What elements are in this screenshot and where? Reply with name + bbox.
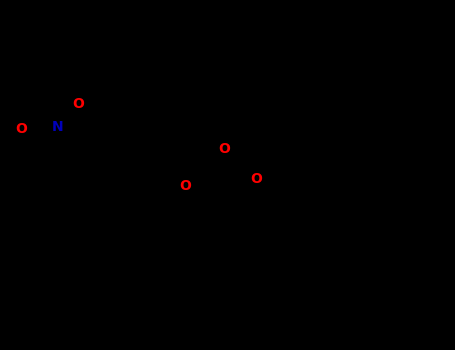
Text: O: O xyxy=(72,97,85,111)
Text: O: O xyxy=(15,122,27,136)
Text: N: N xyxy=(52,120,64,134)
Text: O: O xyxy=(179,178,191,192)
Text: O: O xyxy=(250,172,262,186)
Text: O: O xyxy=(218,142,230,156)
